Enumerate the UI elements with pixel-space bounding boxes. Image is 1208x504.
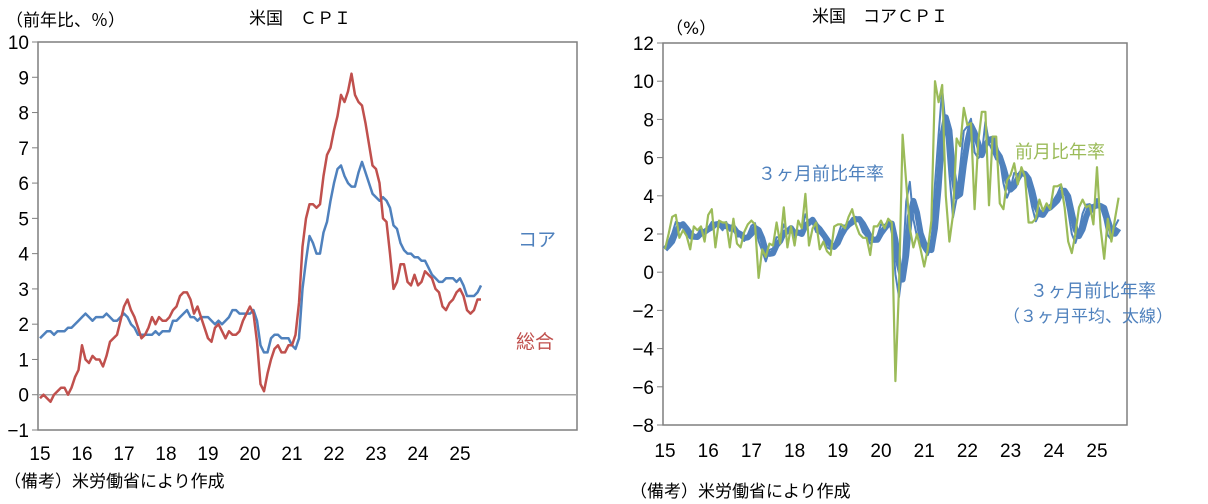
annotation-mom: 前月比年率 bbox=[1015, 142, 1105, 163]
y-tick-label: −2 bbox=[632, 301, 654, 322]
annotation-avg-2: （３ヶ月平均、太線） bbox=[1003, 307, 1173, 327]
x-tick-label: 20 bbox=[870, 441, 891, 462]
source-note: （備考）米労働省により作成 bbox=[630, 482, 851, 502]
y-tick-label: −6 bbox=[632, 378, 654, 399]
x-tick-label: 25 bbox=[449, 444, 470, 465]
y-tick-label: 0 bbox=[18, 386, 29, 407]
chart-title: 米国 コアＣＰＩ bbox=[812, 7, 948, 27]
y-tick-label: 8 bbox=[643, 110, 654, 131]
y-tick-label: −1 bbox=[7, 421, 29, 442]
y-tick-label: −4 bbox=[632, 340, 654, 361]
x-tick-label: 19 bbox=[827, 441, 848, 462]
y-tick-label: 12 bbox=[633, 34, 654, 55]
chart-title: 米国 ＣＰＩ bbox=[249, 9, 351, 29]
x-tick-label: 16 bbox=[71, 444, 92, 465]
x-tick-label: 18 bbox=[784, 441, 805, 462]
y-axis-label: （%） bbox=[666, 19, 716, 39]
x-tick-label: 25 bbox=[1086, 441, 1107, 462]
y-tick-label: 10 bbox=[633, 72, 654, 93]
series-line-mom bbox=[663, 80, 1120, 383]
y-tick-label: 8 bbox=[18, 104, 29, 125]
y-tick-label: 1 bbox=[18, 350, 29, 371]
legend-label-headline: 総合 bbox=[516, 331, 554, 353]
x-tick-label: 24 bbox=[1043, 441, 1065, 462]
y-tick-label: 4 bbox=[643, 187, 654, 208]
x-tick-label: 17 bbox=[741, 441, 762, 462]
series-line-core bbox=[39, 160, 483, 354]
x-tick-label: 19 bbox=[197, 444, 218, 465]
y-tick-label: 5 bbox=[18, 209, 29, 230]
x-tick-label: 23 bbox=[1000, 441, 1021, 462]
x-tick-label: 15 bbox=[654, 441, 675, 462]
y-tick-label: 2 bbox=[18, 315, 29, 336]
y-axis-label: （前年比、％） bbox=[6, 11, 125, 31]
x-tick-label: 22 bbox=[323, 444, 344, 465]
x-tick-label: 21 bbox=[281, 444, 302, 465]
x-tick-label: 23 bbox=[365, 444, 386, 465]
y-tick-label: 3 bbox=[18, 280, 29, 301]
y-tick-label: 6 bbox=[18, 174, 29, 195]
x-tick-label: 22 bbox=[957, 441, 978, 462]
x-tick-label: 20 bbox=[239, 444, 260, 465]
x-tick-label: 24 bbox=[407, 444, 429, 465]
source-note: （備考）米労働省により作成 bbox=[4, 472, 225, 492]
y-tick-label: 0 bbox=[643, 263, 654, 284]
legend-label-core: コア bbox=[518, 229, 556, 251]
y-tick-label: 4 bbox=[18, 245, 29, 266]
y-tick-label: 2 bbox=[643, 225, 654, 246]
y-tick-label: −8 bbox=[632, 416, 654, 437]
series-line-headline bbox=[39, 72, 481, 404]
annotation-avg-1: ３ヶ月前比年率 bbox=[1030, 281, 1156, 302]
x-tick-label: 18 bbox=[155, 444, 176, 465]
annotation-three-month: ３ヶ月前比年率 bbox=[758, 164, 884, 185]
x-tick-label: 16 bbox=[698, 441, 719, 462]
plot-area bbox=[37, 41, 578, 431]
y-tick-label: 7 bbox=[18, 139, 29, 160]
y-tick-label: 10 bbox=[8, 33, 29, 54]
x-tick-label: 21 bbox=[914, 441, 935, 462]
y-tick-label: 9 bbox=[18, 68, 29, 89]
y-tick-label: 6 bbox=[643, 149, 654, 170]
x-tick-label: 15 bbox=[29, 444, 50, 465]
x-tick-label: 17 bbox=[113, 444, 134, 465]
